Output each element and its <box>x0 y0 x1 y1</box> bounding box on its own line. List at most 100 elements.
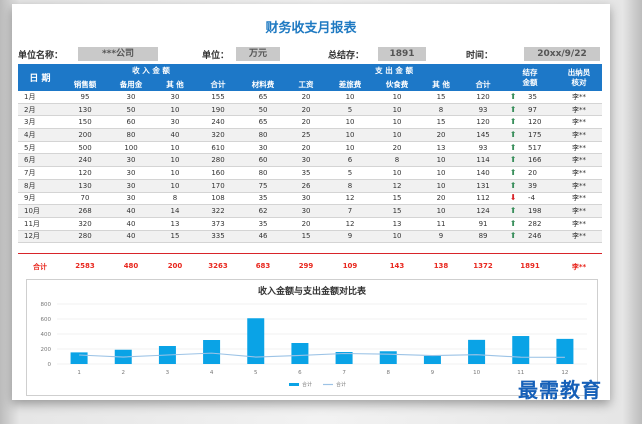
cell-travel[interactable]: 10 <box>326 115 375 130</box>
cell-travel[interactable]: 5 <box>326 103 375 117</box>
cell-other-out[interactable]: 10 <box>420 204 463 218</box>
cell-out-total[interactable]: 120 <box>462 115 505 130</box>
cell-balance[interactable]: 175 <box>522 128 557 142</box>
cell-other-in[interactable]: 10 <box>154 166 196 180</box>
cell-out-total[interactable]: 112 <box>462 192 505 206</box>
cell-other-in[interactable]: 10 <box>154 141 196 155</box>
cell-out-total[interactable]: 91 <box>462 217 505 231</box>
cell-reserve[interactable]: 30 <box>108 192 154 206</box>
cell-food[interactable]: 10 <box>374 166 421 180</box>
cell-other-out[interactable]: 20 <box>420 128 463 142</box>
cell-other-out[interactable]: 15 <box>420 115 463 130</box>
cell-other-in[interactable]: 30 <box>154 115 196 130</box>
cell-food[interactable]: 12 <box>374 179 421 193</box>
cell-cashier[interactable]: 李** <box>556 141 603 155</box>
cell-reserve[interactable]: 80 <box>108 128 154 142</box>
cell-salary[interactable]: 20 <box>286 103 327 117</box>
cell-cashier[interactable]: 李** <box>556 128 603 142</box>
cell-other-in[interactable]: 30 <box>154 91 196 104</box>
cell-food[interactable]: 15 <box>374 204 421 218</box>
cell-balance[interactable]: 20 <box>522 166 557 180</box>
cell-balance[interactable]: 517 <box>522 141 557 155</box>
cell-cashier[interactable]: 李** <box>556 192 603 206</box>
cell-salary[interactable]: 15 <box>286 230 327 244</box>
cell-reserve[interactable]: 30 <box>108 153 154 168</box>
cell-sales[interactable]: 130 <box>62 103 108 117</box>
cell-cashier[interactable]: 李** <box>556 103 603 117</box>
cell-salary[interactable]: 20 <box>286 217 327 231</box>
cell-salary[interactable]: 26 <box>286 179 327 193</box>
cell-other-out[interactable]: 9 <box>420 230 463 244</box>
cell-travel[interactable]: 12 <box>326 192 375 206</box>
cell-travel[interactable]: 9 <box>326 230 375 244</box>
cell-salary[interactable]: 20 <box>286 115 327 130</box>
cell-balance[interactable]: 246 <box>522 230 557 244</box>
cell-food[interactable]: 8 <box>374 153 421 168</box>
cell-other-in[interactable]: 13 <box>154 217 196 231</box>
cell-material[interactable]: 80 <box>240 166 287 180</box>
cell-out-total[interactable]: 120 <box>462 91 505 104</box>
cell-cashier[interactable]: 李** <box>556 230 603 244</box>
cell-salary[interactable]: 20 <box>286 141 327 155</box>
cell-material[interactable]: 35 <box>240 217 287 231</box>
cell-cashier[interactable]: 李** <box>556 179 603 193</box>
cell-in-total[interactable]: 335 <box>196 230 241 244</box>
cell-food[interactable]: 10 <box>374 115 421 130</box>
cell-out-total[interactable]: 124 <box>462 204 505 218</box>
cell-reserve[interactable]: 30 <box>108 166 154 180</box>
cell-other-out[interactable]: 15 <box>420 91 463 104</box>
cell-other-in[interactable]: 15 <box>154 230 196 244</box>
cell-other-in[interactable]: 10 <box>154 103 196 117</box>
cell-month[interactable]: 1月 <box>18 91 62 104</box>
cell-reserve[interactable]: 100 <box>108 141 154 155</box>
cell-material[interactable]: 46 <box>240 230 287 244</box>
cell-material[interactable]: 65 <box>240 91 287 104</box>
cell-in-total[interactable]: 108 <box>196 192 241 206</box>
cell-in-total[interactable]: 190 <box>196 103 241 117</box>
cell-balance[interactable]: 35 <box>522 91 557 104</box>
cell-in-total[interactable]: 320 <box>196 128 241 142</box>
unit-value[interactable]: 万元 <box>236 47 280 61</box>
balance-value[interactable]: 1891 <box>378 47 426 61</box>
cell-travel[interactable]: 5 <box>326 166 375 180</box>
cell-other-out[interactable]: 20 <box>420 192 463 206</box>
cell-salary[interactable]: 30 <box>286 204 327 218</box>
cell-balance[interactable]: 97 <box>522 103 557 117</box>
cell-salary[interactable]: 35 <box>286 166 327 180</box>
cell-in-total[interactable]: 322 <box>196 204 241 218</box>
cell-balance[interactable]: 198 <box>522 204 557 218</box>
cell-food[interactable]: 10 <box>374 128 421 142</box>
cell-sales[interactable]: 120 <box>62 166 108 180</box>
cell-out-total[interactable]: 89 <box>462 230 505 244</box>
cell-sales[interactable]: 500 <box>62 141 108 155</box>
cell-balance[interactable]: 120 <box>522 115 557 130</box>
cell-material[interactable]: 30 <box>240 141 287 155</box>
cell-travel[interactable]: 10 <box>326 128 375 142</box>
cell-sales[interactable]: 70 <box>62 192 108 206</box>
cell-in-total[interactable]: 170 <box>196 179 241 193</box>
cell-salary[interactable]: 30 <box>286 192 327 206</box>
time-value[interactable]: 20xx/9/22 <box>524 47 600 61</box>
cell-salary[interactable]: 25 <box>286 128 327 142</box>
cell-in-total[interactable]: 373 <box>196 217 241 231</box>
cell-other-out[interactable]: 8 <box>420 103 463 117</box>
cell-in-total[interactable]: 240 <box>196 115 241 130</box>
cell-month[interactable]: 12月 <box>18 230 62 244</box>
cell-month[interactable]: 10月 <box>18 204 62 218</box>
cell-food[interactable]: 20 <box>374 141 421 155</box>
cell-balance[interactable]: 39 <box>522 179 557 193</box>
cell-out-total[interactable]: 93 <box>462 103 505 117</box>
cell-cashier[interactable]: 李** <box>556 217 603 231</box>
cell-material[interactable]: 75 <box>240 179 287 193</box>
cell-sales[interactable]: 280 <box>62 230 108 244</box>
cell-month[interactable]: 5月 <box>18 141 62 155</box>
cell-food[interactable]: 10 <box>374 230 421 244</box>
cell-sales[interactable]: 200 <box>62 128 108 142</box>
cell-material[interactable]: 50 <box>240 103 287 117</box>
cell-cashier[interactable]: 李** <box>556 204 603 218</box>
cell-cashier[interactable]: 李** <box>556 115 603 130</box>
cell-out-total[interactable]: 93 <box>462 141 505 155</box>
cell-sales[interactable]: 150 <box>62 115 108 130</box>
cell-other-in[interactable]: 14 <box>154 204 196 218</box>
cell-food[interactable]: 10 <box>374 103 421 117</box>
